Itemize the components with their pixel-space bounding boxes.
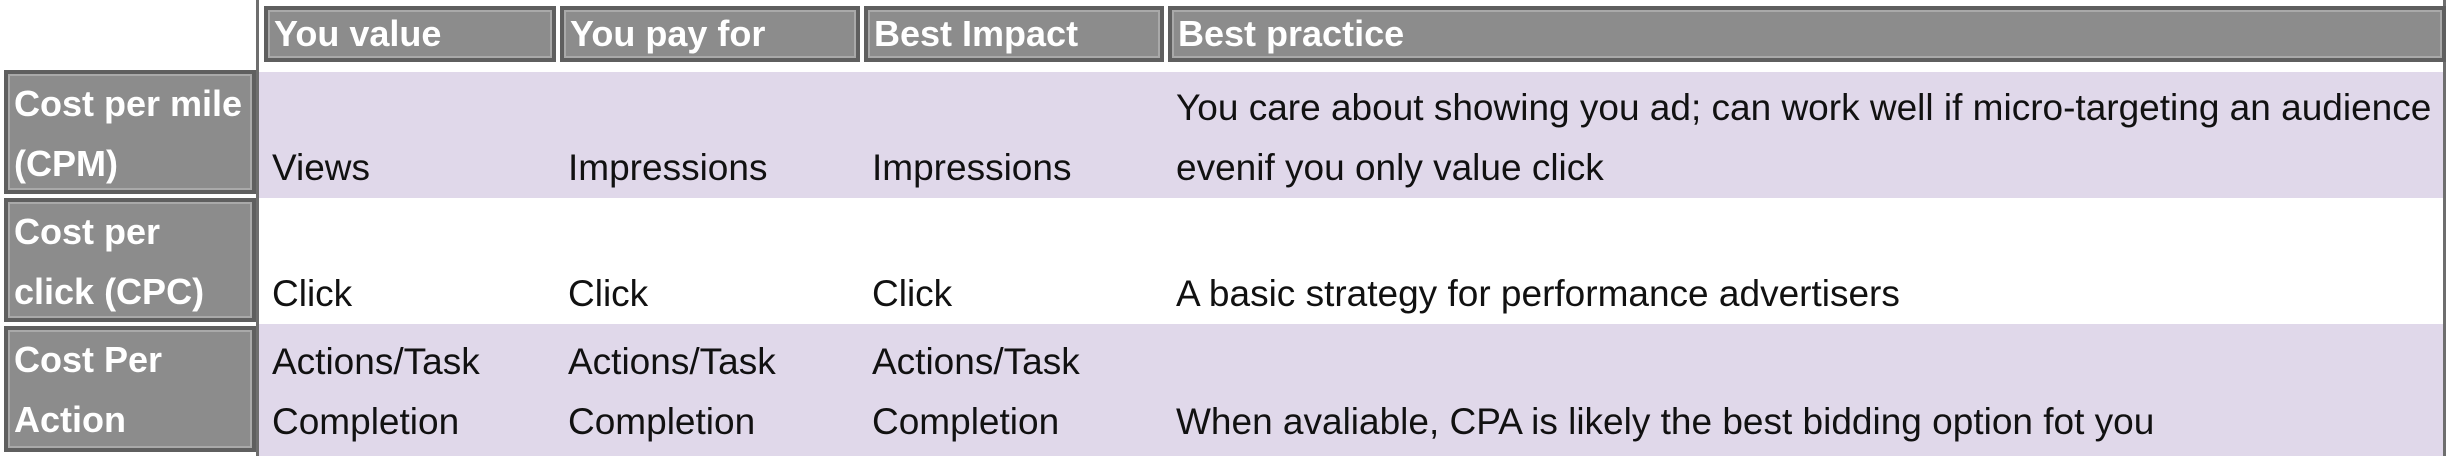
row-background-cpm: [259, 72, 2443, 198]
table-cell: Click: [872, 198, 1168, 324]
header-you-value: You value: [264, 6, 556, 62]
table-cell: Click: [272, 198, 560, 324]
table-cell: When avaliable, CPA is likely the best b…: [1176, 326, 2440, 452]
table-cell: Actions/Task Completion: [272, 326, 560, 452]
header-best-practice: Best practice: [1168, 6, 2446, 62]
cell-cpa-you-value: Actions/Task Completion: [272, 341, 480, 442]
header-best-impact: Best Impact: [864, 6, 1164, 62]
cell-cpc-you-value: Click: [272, 273, 353, 314]
table-cell: Impressions: [872, 72, 1168, 198]
cell-cpm-best-impact: Impressions: [872, 147, 1072, 188]
table-right-edge: [2443, 0, 2446, 456]
row-background-cpa: [259, 324, 2443, 456]
cell-cpc-best-practice: A basic strategy for performance adverti…: [1176, 273, 1900, 314]
row-header-cpa: Cost Per Action: [4, 326, 256, 452]
cell-cpa-best-impact: Actions/Task Completion: [872, 341, 1080, 442]
cell-cpa-you-pay-for: Actions/Task Completion: [568, 341, 776, 442]
cell-cpc-you-pay-for: Click: [568, 273, 649, 314]
table-cell: Click: [568, 198, 864, 324]
header-you-pay-for: You pay for: [560, 6, 860, 62]
cell-cpm-you-value: Views: [272, 147, 371, 188]
table-cell: Impressions: [568, 72, 864, 198]
cell-cpa-best-practice: When avaliable, CPA is likely the best b…: [1176, 401, 2155, 442]
cell-cpm-you-pay-for: Impressions: [568, 147, 768, 188]
table-cell: You care about showing you ad; can work …: [1176, 72, 2440, 198]
cell-cpm-best-practice: You care about showing you ad; can work …: [1176, 87, 2432, 188]
row-background-cpc: [259, 198, 2443, 324]
table-cell: A basic strategy for performance adverti…: [1176, 198, 2440, 324]
cell-cpc-best-impact: Click: [872, 273, 953, 314]
table-cell: Views: [272, 72, 560, 198]
row-header-cpc: Cost per click (CPC): [4, 198, 256, 322]
column-divider: [256, 0, 259, 456]
table-cell: Actions/Task Completion: [568, 326, 864, 452]
table-cell: Actions/Task Completion: [872, 326, 1168, 452]
row-header-cpm: Cost per mile (CPM): [4, 70, 256, 194]
